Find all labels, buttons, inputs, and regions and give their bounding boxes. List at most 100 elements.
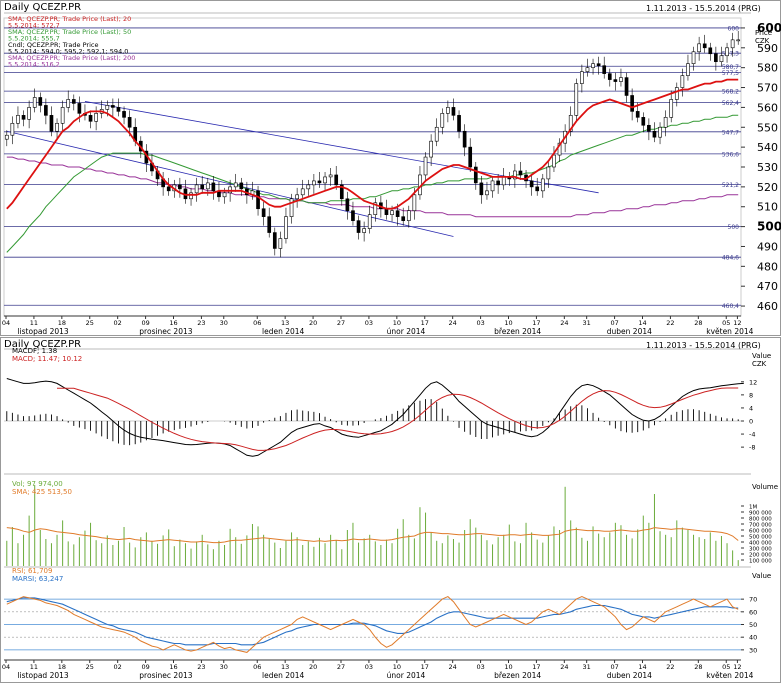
price-day-label: 24 [560,319,568,327]
candle-up [406,210,411,221]
price-panel-title: Daily QCEZP.PR [4,2,82,13]
candle-up [725,47,729,57]
candle-up [27,107,31,120]
marsi-line [6,597,739,646]
candle-down [111,105,115,108]
candle-down [462,130,467,148]
price-level-label: 460,4 [722,303,739,310]
volume-legend-1: Vol; 97 974,00 [12,480,63,488]
candle-up [412,194,417,212]
candle-up [66,99,71,108]
osc-day-label: 03 [476,663,484,671]
price-plot-area [3,17,742,317]
candle-down [401,216,406,221]
candle-up [691,51,696,64]
candle-down [702,43,707,49]
candle-down [166,186,171,192]
osc-panel-title: Daily QCEZP.PR [4,339,82,350]
candle-down [116,107,121,112]
volume-y-tick-label: 700 000 [749,523,772,529]
price-day-label: 22 [666,319,674,327]
price-month-label: únor 2014 [387,327,426,336]
candle-up [546,166,551,180]
price-day-label: 25 [86,319,94,327]
candle-down [339,184,344,200]
candle-down [714,53,718,63]
candle-down [334,174,339,186]
candle-down [127,117,132,128]
osc-day-label: 23 [197,663,205,671]
candle-down [635,111,640,118]
osc-day-label: 17 [532,663,540,671]
macd-signal-line [57,387,739,451]
osc-day-label: 03 [365,663,373,671]
candle-up [674,87,679,100]
macd-y-tick-label: 8 [749,391,753,399]
price-day-label: 09 [141,319,149,327]
price-level-label: 577,5 [722,70,739,77]
volume-y-tick-label: 600 000 [749,529,772,535]
price-day-label: 27 [337,319,345,327]
candle-up [446,107,450,114]
candle-up [362,228,366,233]
price-day-label: 13 [281,319,289,327]
price-y-tick-label: 520 [757,181,778,194]
rsi-y-tick-label: 30 [749,646,757,654]
volume-axis-title: Volume [752,483,779,491]
candle-up [60,107,65,124]
rsi-y-tick-label: 50 [749,621,757,629]
candle-up [619,77,623,82]
candle-up [434,126,439,142]
osc-day-label: 31 [583,663,591,671]
price-level-label: 500 [728,224,740,231]
price-month-label: duben 2014 [607,327,652,336]
macd-legend-2: MACD; 11.47; 10.12 [12,355,83,363]
price-day-label: 07 [610,319,618,327]
candle-up [323,176,327,184]
candle-up [300,188,305,196]
price-level-label: 562,4 [722,100,739,107]
candle-up [284,216,288,239]
price-y-tick-label: 460 [757,300,778,313]
price-y-tick-label: 580 [757,62,778,75]
candle-down [708,47,713,55]
price-level-label: 600 [728,25,740,32]
candle-up [490,180,495,192]
price-month-label: prosinec 2013 [139,327,192,336]
candle-up [697,43,701,53]
macd-y-tick-label: 12 [749,378,757,386]
price-day-label: 02 [114,319,122,327]
candle-down [602,65,607,74]
candle-down [239,182,244,190]
volume-y-tick-label: 300 000 [749,547,772,553]
candle-down [356,220,361,233]
price-month-label: listopad 2013 [17,327,68,336]
osc-day-label: 13 [281,663,289,671]
price-month-label: leden 2014 [262,327,305,336]
candle-down [351,210,355,221]
price-legend-line2: 5.5.2014; 516,2 [8,61,60,69]
candle-down [395,210,400,217]
osc-day-label: 27 [337,663,345,671]
candle-down [178,184,182,190]
price-y-tick-label: 480 [757,260,778,273]
candle-down [261,208,266,217]
candle-down [200,184,205,190]
rsi-y-tick-label: 70 [749,596,757,604]
candle-down [535,186,540,192]
volume-sma-line [6,527,739,544]
osc-month-label: leden 2014 [262,671,305,680]
price-day-label: 23 [197,319,205,327]
candle-up [485,190,489,196]
osc-day-label: 11 [30,663,38,671]
macd-y-tick-label: -8 [749,444,755,452]
candle-up [373,202,378,215]
macd-line [6,378,744,457]
osc-day-label: 05 [722,663,730,671]
candle-down [613,79,618,82]
candle-up [222,192,227,198]
osc-day-label: 10 [504,663,512,671]
price-day-label: 11 [30,319,38,327]
candle-down [473,166,478,184]
